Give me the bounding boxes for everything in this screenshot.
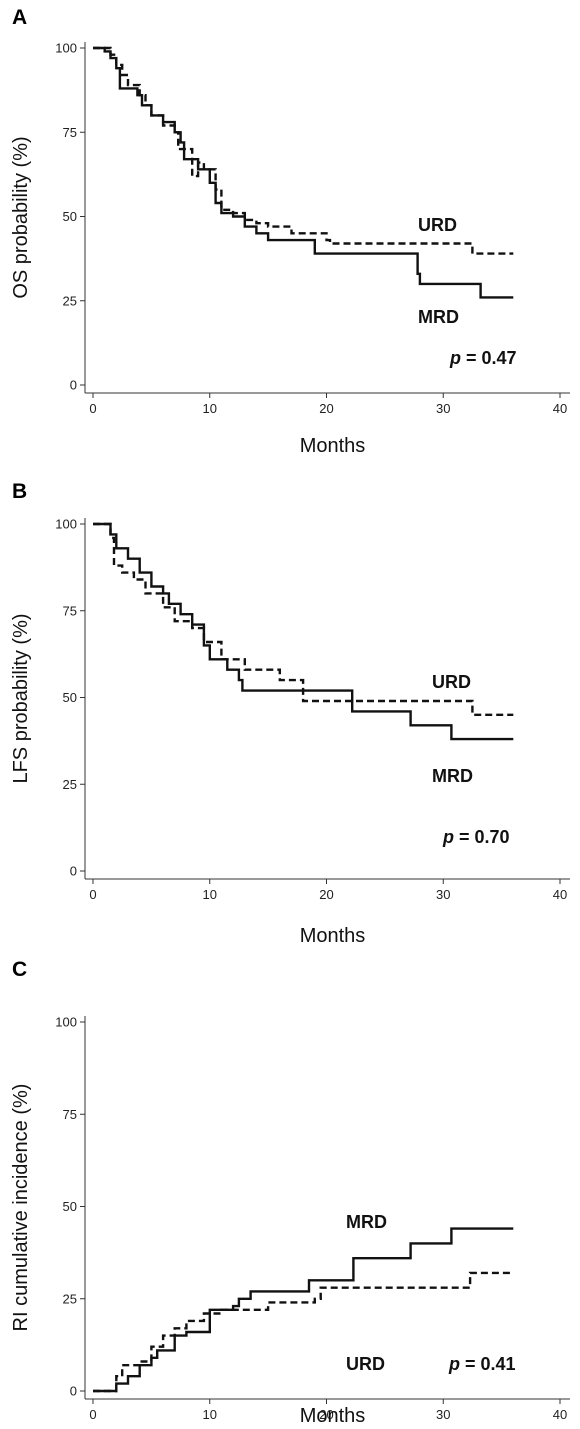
x-tick-label: 40 [553, 1407, 567, 1422]
p-value: p = 0.47 [449, 348, 517, 368]
chart-panel-c: C 0 25 50 75 100 0 10 20 30 40 Months RI cumulative … [0, 952, 580, 1429]
p-number: 0.70 [475, 827, 510, 847]
x-tick-label: 0 [89, 887, 96, 902]
km-plot-a: A 0 25 50 75 100 0 10 20 30 40 Months OS probability… [10, 6, 570, 457]
x-tick-label: 20 [319, 401, 333, 416]
p-equals: = [461, 348, 482, 368]
series-urd-line [93, 1271, 514, 1393]
y-tick-label: 100 [55, 1015, 77, 1030]
y-tick-label: 25 [63, 777, 77, 792]
y-tick-label: 0 [70, 864, 77, 879]
y-axis-title: RI cumulative incidence (%) [10, 1084, 32, 1332]
series-mrd-line [93, 46, 514, 299]
p-equals: = [460, 1354, 481, 1374]
p-equals: = [454, 827, 475, 847]
p-symbol: p [442, 827, 454, 847]
y-tick-label: 50 [63, 209, 77, 224]
x-tick-label: 30 [436, 1407, 450, 1422]
x-tick-label: 0 [89, 401, 96, 416]
y-tick-label: 25 [63, 1291, 77, 1306]
chart-panel-b: B 0 25 50 75 100 0 10 20 30 40 Months LFS probabilit… [0, 476, 580, 946]
mrd-label: MRD [432, 766, 473, 786]
series-urd-line [93, 46, 514, 255]
p-symbol: p [448, 1354, 460, 1374]
x-tick-label: 10 [203, 1407, 217, 1422]
panel-letter: C [12, 958, 27, 981]
panel-letter: B [12, 480, 27, 503]
x-tick-label: 10 [203, 887, 217, 902]
p-value: p = 0.70 [442, 827, 510, 847]
chart-panel-a: A 0 25 50 75 100 0 10 20 30 40 Months OS probability… [0, 0, 580, 470]
y-tick-label: 25 [63, 293, 77, 308]
x-tick-label: 30 [436, 887, 450, 902]
y-tick-label: 75 [63, 1107, 77, 1122]
x-tick-label: 40 [553, 401, 567, 416]
p-value: p = 0.41 [448, 1354, 516, 1374]
y-tick-label: 50 [63, 690, 77, 705]
y-tick-label: 75 [63, 125, 77, 140]
y-tick-label: 75 [63, 603, 77, 618]
km-plot-b: B 0 25 50 75 100 0 10 20 30 40 Months LFS probabilit… [10, 480, 570, 946]
y-tick-label: 0 [70, 378, 77, 393]
panel-letter: A [12, 6, 27, 29]
x-axis-title: Months [300, 435, 366, 457]
y-tick-label: 100 [55, 41, 77, 56]
y-tick-label: 50 [63, 1199, 77, 1214]
x-tick-label: 10 [203, 401, 217, 416]
series-urd-line [93, 522, 514, 716]
y-tick-label: 0 [70, 1384, 77, 1399]
x-tick-label: 20 [319, 1407, 333, 1422]
x-tick-label: 40 [553, 887, 567, 902]
x-axis-title: Months [300, 1405, 366, 1427]
y-tick-label: 100 [55, 517, 77, 532]
mrd-label: MRD [418, 307, 459, 327]
x-tick-label: 20 [319, 887, 333, 902]
urd-label: URD [346, 1354, 385, 1374]
y-axis-title: OS probability (%) [10, 136, 32, 298]
y-axis-title: LFS probability (%) [10, 613, 32, 783]
p-number: 0.41 [481, 1354, 516, 1374]
p-number: 0.47 [482, 348, 517, 368]
x-axis-title: Months [300, 925, 366, 946]
series-mrd-line [93, 522, 514, 741]
mrd-label: MRD [346, 1212, 387, 1232]
urd-label: URD [418, 215, 457, 235]
km-plot-c: C 0 25 50 75 100 0 10 20 30 40 Months RI cumulative … [10, 958, 570, 1427]
urd-label: URD [432, 672, 471, 692]
x-tick-label: 30 [436, 401, 450, 416]
p-symbol: p [449, 348, 461, 368]
x-tick-label: 0 [89, 1407, 96, 1422]
